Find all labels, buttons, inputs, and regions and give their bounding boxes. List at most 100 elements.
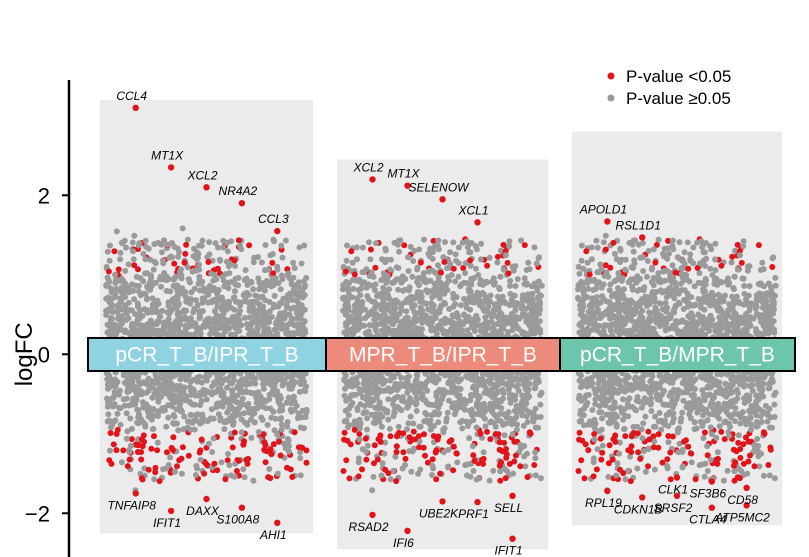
point: [117, 405, 124, 412]
point: [127, 415, 134, 422]
point: [124, 310, 130, 317]
point: [362, 315, 369, 322]
point: [424, 459, 431, 466]
point: [512, 300, 519, 306]
point: [215, 386, 222, 393]
point: [345, 424, 351, 431]
point: [274, 431, 281, 438]
point: [342, 385, 348, 392]
point: [161, 406, 167, 413]
point: [529, 323, 536, 330]
point: [461, 311, 467, 318]
point: [700, 294, 707, 301]
point: [422, 452, 428, 459]
point: [224, 457, 231, 464]
point: [301, 292, 308, 298]
point: [197, 402, 203, 409]
point: [150, 266, 157, 273]
point: [352, 324, 359, 331]
point: [387, 476, 394, 483]
point: [669, 278, 676, 285]
point: [753, 292, 760, 299]
point: [468, 281, 475, 288]
point: [271, 292, 278, 299]
point: [138, 456, 145, 463]
point: [632, 406, 639, 413]
point: [430, 237, 437, 244]
point: [229, 444, 236, 451]
point: [661, 417, 668, 424]
point: [363, 381, 370, 388]
point: [682, 389, 689, 396]
point: [610, 239, 617, 246]
point: [271, 382, 278, 388]
point: [413, 401, 419, 408]
point: [365, 296, 372, 302]
point: [510, 470, 517, 477]
point: [134, 316, 141, 323]
point: [286, 383, 293, 390]
point: [730, 286, 737, 293]
gene-point-XCL2: [369, 176, 376, 183]
point: [195, 392, 202, 399]
point: [358, 285, 365, 292]
point: [209, 449, 216, 455]
point: [740, 441, 747, 448]
point: [181, 309, 188, 316]
point: [417, 259, 424, 266]
point: [235, 457, 242, 464]
point: [149, 295, 156, 302]
point: [107, 242, 113, 249]
point: [103, 282, 110, 289]
point: [185, 452, 192, 459]
point: [760, 429, 767, 436]
point: [261, 286, 268, 293]
point: [427, 417, 434, 424]
point: [686, 411, 693, 418]
point: [393, 449, 400, 455]
point: [203, 396, 210, 403]
point: [679, 464, 686, 471]
point: [182, 250, 189, 257]
point: [664, 255, 671, 262]
point: [473, 265, 479, 272]
point: [756, 330, 763, 337]
point: [507, 415, 514, 422]
gene-point-DAXX: [203, 495, 210, 503]
point: [248, 279, 255, 286]
point: [447, 373, 454, 380]
point: [254, 325, 261, 332]
point: [537, 329, 544, 336]
point: [749, 382, 756, 388]
point: [274, 316, 281, 323]
point: [613, 423, 620, 430]
point: [616, 309, 623, 316]
point: [131, 262, 138, 269]
point: [370, 273, 377, 280]
point: [216, 256, 223, 263]
point: [252, 316, 259, 323]
point: [401, 242, 408, 249]
point: [106, 417, 113, 424]
point: [123, 410, 130, 417]
point: [347, 402, 354, 409]
point: [360, 394, 366, 401]
point: [293, 402, 300, 409]
point: [697, 317, 704, 324]
point: [142, 325, 149, 332]
point: [130, 386, 137, 393]
point: [362, 387, 369, 394]
point: [129, 239, 136, 246]
point: [435, 411, 442, 418]
point: [201, 323, 208, 330]
point: [484, 279, 490, 286]
point: [379, 460, 386, 467]
point: [233, 468, 240, 474]
point: [124, 428, 131, 435]
point: [191, 426, 198, 433]
point: [369, 487, 376, 494]
point: [278, 242, 285, 249]
point: [497, 273, 504, 280]
point: [593, 237, 600, 244]
point: [112, 271, 118, 278]
